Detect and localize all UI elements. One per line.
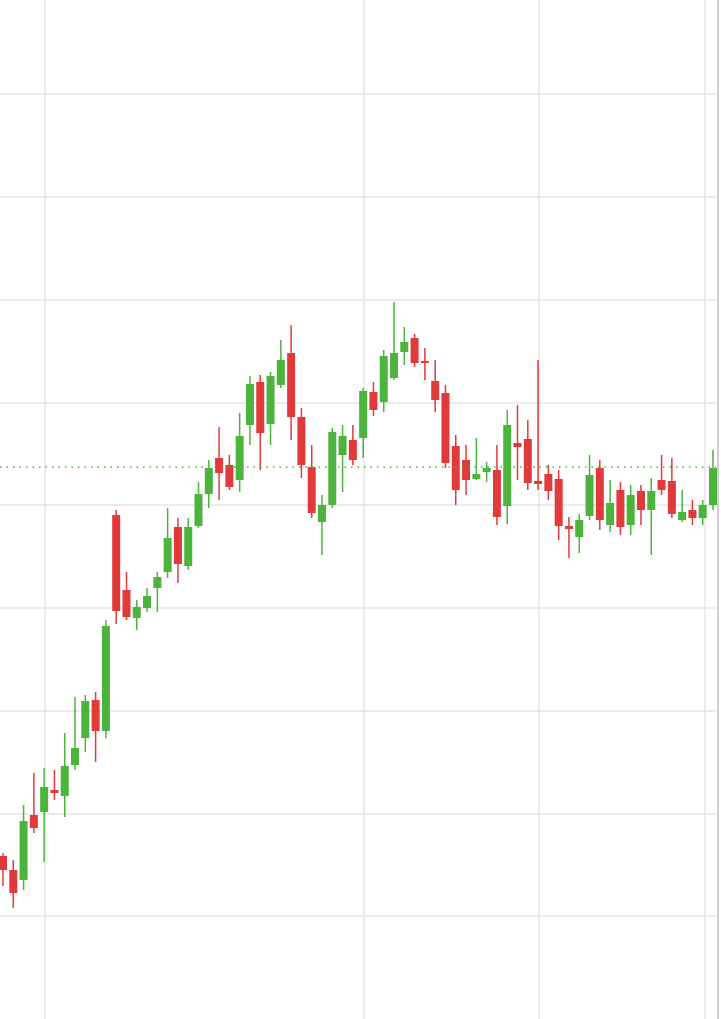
candle-body — [71, 748, 80, 765]
candle-body — [338, 436, 347, 455]
candle-body — [492, 470, 501, 517]
candle-body — [420, 361, 429, 363]
candle-body — [390, 353, 399, 378]
candle-body — [585, 475, 594, 516]
candle-body — [616, 490, 625, 527]
candle-body — [60, 766, 69, 796]
candle-body — [143, 596, 152, 608]
candle-body — [698, 505, 707, 518]
candle-body — [441, 393, 450, 463]
candle-body — [688, 510, 697, 518]
candle-body — [369, 392, 378, 410]
candle-body — [575, 520, 584, 537]
candle-body — [523, 439, 532, 483]
candle-body — [359, 391, 368, 438]
candle-body — [534, 481, 543, 484]
candle-body — [482, 468, 491, 472]
candle-body — [235, 436, 244, 480]
candle-body — [173, 527, 182, 564]
candle-body — [451, 446, 460, 490]
candle-body — [215, 458, 224, 473]
candle-body — [647, 491, 656, 510]
candle-body — [400, 342, 409, 352]
candle-body — [245, 384, 254, 425]
candle-body — [9, 870, 18, 893]
candle-body — [678, 512, 687, 520]
candle-body — [513, 443, 522, 447]
candle-body — [503, 425, 512, 506]
candle-body — [0, 856, 7, 870]
candle-body — [410, 338, 419, 363]
candle-body — [462, 460, 471, 480]
candle-body — [657, 480, 666, 490]
candle-body — [544, 474, 553, 491]
candle-body — [184, 527, 193, 566]
candle-body — [328, 432, 337, 505]
candle-body — [564, 526, 573, 529]
candle-body — [472, 474, 481, 479]
candle-body — [122, 590, 131, 617]
candle-body — [194, 494, 203, 526]
candle-body — [606, 503, 615, 525]
candle-body — [112, 515, 121, 611]
candle-body — [379, 356, 388, 402]
candle-body — [225, 465, 234, 487]
candle-body — [101, 626, 110, 731]
candle-body — [626, 495, 635, 525]
candle-body — [667, 481, 676, 514]
candle-body — [50, 790, 59, 793]
candle-body — [81, 701, 90, 738]
candle-body — [91, 700, 100, 731]
candle-body — [431, 381, 440, 400]
candle-body — [595, 468, 604, 520]
candle-body — [163, 538, 172, 572]
candle-body — [297, 417, 306, 465]
candle-body — [317, 505, 326, 522]
candle-body — [709, 468, 718, 505]
candle-body — [266, 376, 275, 424]
candle-body — [256, 382, 265, 433]
candle-body — [29, 815, 38, 828]
candle-body — [132, 607, 141, 618]
candle-body — [348, 440, 357, 460]
candle-body — [40, 787, 49, 812]
candle-body — [276, 360, 285, 385]
candle-body — [307, 467, 316, 513]
vertical-grid — [44, 0, 719, 1019]
candle-body — [636, 491, 645, 510]
candle-body — [19, 821, 28, 880]
candle-body — [153, 577, 162, 588]
candle-body — [204, 468, 213, 494]
candle-body — [287, 353, 296, 417]
candle-body — [554, 479, 563, 526]
